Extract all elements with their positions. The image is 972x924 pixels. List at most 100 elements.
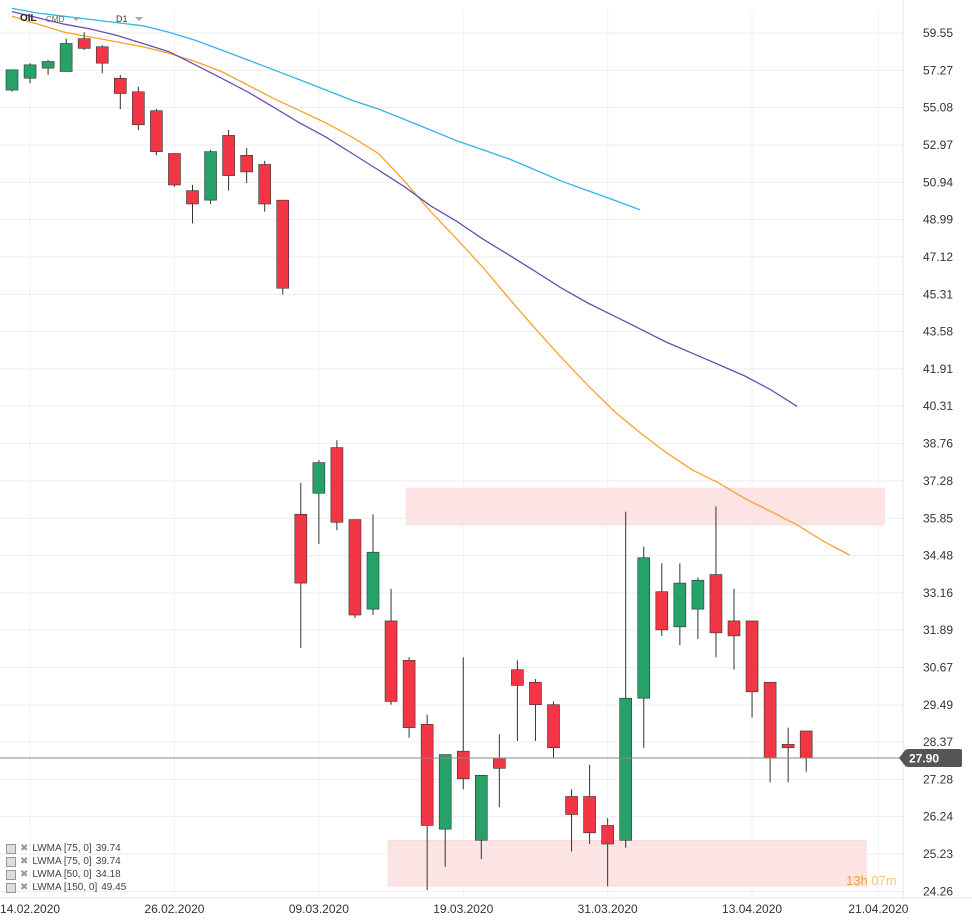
candle (727, 588, 741, 670)
y-tick-label: 27.28 (923, 772, 953, 786)
candle-body (438, 754, 452, 830)
y-tick-label: 59.55 (923, 26, 953, 40)
source-label: CMD (46, 15, 65, 24)
candle-body (763, 681, 777, 759)
x-tick-label: 14.02.2020 (0, 902, 60, 916)
candle-body (366, 551, 380, 610)
moving-average-line (11, 10, 798, 407)
candle-body (312, 462, 326, 494)
y-tick-label: 57.27 (923, 63, 953, 77)
candle (204, 149, 217, 204)
candle-body (23, 64, 37, 79)
candle (77, 32, 91, 51)
y-tick-label: 41.91 (923, 362, 953, 376)
candle-body (77, 38, 91, 49)
y-tick-label: 37.28 (923, 474, 953, 488)
candle-body (59, 43, 73, 72)
chevron-down-icon[interactable] (135, 17, 143, 21)
candle (619, 511, 633, 848)
candle (186, 184, 199, 224)
candle-body (240, 155, 253, 173)
candle (456, 657, 470, 790)
candle-body (222, 135, 235, 176)
candle-body (583, 796, 596, 834)
legend-row[interactable]: ✖ LWMA [75, 0] 39.74 (6, 855, 126, 868)
candle (23, 63, 37, 84)
candle-body (799, 730, 813, 759)
price-tag-arrow (899, 748, 906, 767)
candle-body (709, 574, 723, 634)
candle (294, 482, 308, 649)
candle-body (330, 447, 344, 523)
candle-body (474, 774, 488, 841)
candle (330, 440, 344, 531)
legend-label: LWMA [75, 0] (32, 843, 92, 854)
candle (384, 588, 398, 705)
candle (781, 727, 795, 783)
candle (601, 818, 614, 887)
indicator-settings-icon[interactable] (6, 869, 16, 880)
candle-body (348, 519, 362, 616)
symbol-label[interactable]: OIL (20, 13, 37, 24)
legend-value: 39.74 (95, 843, 121, 854)
price-zone (387, 840, 867, 887)
close-icon[interactable]: ✖ (20, 856, 29, 867)
candle-body (132, 91, 145, 126)
close-icon[interactable]: ✖ (20, 843, 29, 854)
x-tick-label: 26.02.2020 (144, 902, 204, 916)
legend-row[interactable]: ✖ LWMA [75, 0] 39.74 (6, 842, 126, 855)
close-icon[interactable]: ✖ (20, 882, 29, 893)
countdown-hours: 13h (846, 873, 868, 888)
candle-body (258, 164, 272, 205)
candle-body (619, 697, 633, 841)
candle (438, 754, 452, 867)
candle (511, 660, 524, 742)
candle (583, 764, 596, 845)
candle (276, 199, 290, 295)
candle (222, 130, 235, 191)
timeframe-label[interactable]: D1 (116, 14, 128, 24)
candle (637, 546, 651, 748)
x-tick-label: 09.03.2020 (289, 902, 349, 916)
candle-body (547, 704, 560, 749)
candle-body (384, 620, 398, 702)
x-tick-label: 21.04.2020 (848, 902, 908, 916)
candle (168, 153, 181, 187)
candle (655, 563, 669, 636)
chevron-down-icon[interactable] (72, 17, 80, 21)
x-tick-label: 31.03.2020 (578, 902, 638, 916)
candle (258, 160, 272, 212)
y-tick-label: 50.94 (923, 175, 953, 189)
candle-body (691, 579, 705, 610)
candle-body (95, 46, 109, 64)
y-tick-label: 25.23 (923, 847, 953, 861)
candle (59, 38, 73, 72)
indicator-settings-icon[interactable] (6, 843, 16, 854)
candle (114, 74, 127, 110)
moving-average-line (11, 15, 850, 556)
candle (474, 774, 488, 860)
x-tick-label: 13.04.2020 (722, 902, 782, 916)
indicator-settings-icon[interactable] (6, 882, 16, 893)
legend-row[interactable]: ✖ LWMA [150, 0] 49.45 (6, 881, 126, 894)
candle (312, 460, 326, 544)
candle-body (673, 582, 687, 628)
y-tick-label: 31.89 (923, 623, 953, 637)
indicator-legend: ✖ LWMA [75, 0] 39.74 ✖ LWMA [75, 0] 39.74 … (6, 842, 126, 894)
y-tick-label: 35.85 (923, 511, 953, 525)
candle-countdown: 13h 07m (846, 873, 897, 888)
candle (565, 789, 578, 852)
y-tick-label: 28.37 (923, 735, 953, 749)
y-tick-label: 48.99 (923, 213, 953, 227)
indicator-settings-icon[interactable] (6, 856, 16, 867)
candle-body (114, 77, 127, 94)
candle (95, 45, 109, 74)
candle-body (655, 591, 669, 631)
candle-body (781, 744, 795, 749)
legend-row[interactable]: ✖ LWMA [50, 0] 34.18 (6, 868, 126, 881)
candle (132, 86, 145, 131)
close-icon[interactable]: ✖ (20, 869, 29, 880)
x-tick-label: 19.03.2020 (433, 902, 493, 916)
candle-body (204, 151, 217, 201)
